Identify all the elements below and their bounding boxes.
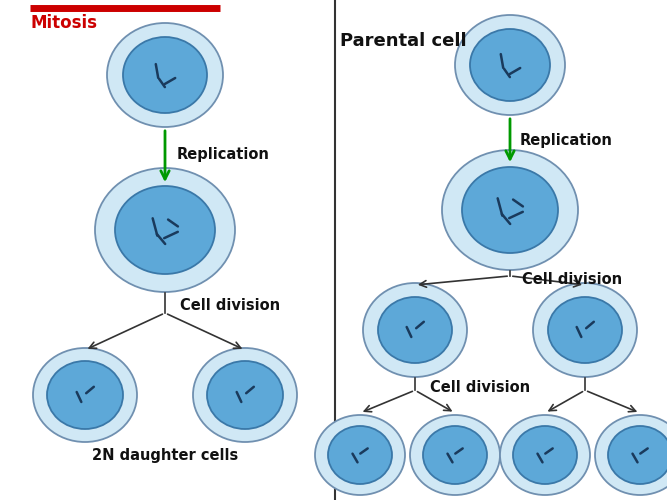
Ellipse shape <box>107 23 223 127</box>
Ellipse shape <box>500 415 590 495</box>
Ellipse shape <box>193 348 297 442</box>
Ellipse shape <box>608 426 667 484</box>
Ellipse shape <box>548 297 622 363</box>
Text: Cell division: Cell division <box>180 298 280 313</box>
Text: 2N daughter cells: 2N daughter cells <box>92 448 238 463</box>
Ellipse shape <box>513 426 577 484</box>
Ellipse shape <box>115 186 215 274</box>
Ellipse shape <box>315 415 405 495</box>
Ellipse shape <box>462 167 558 253</box>
Ellipse shape <box>410 415 500 495</box>
Ellipse shape <box>33 348 137 442</box>
Ellipse shape <box>442 150 578 270</box>
Ellipse shape <box>378 297 452 363</box>
Text: Cell division: Cell division <box>430 380 530 395</box>
Ellipse shape <box>363 283 467 377</box>
Ellipse shape <box>455 15 565 115</box>
Ellipse shape <box>95 168 235 292</box>
Text: Parental cell: Parental cell <box>340 32 467 50</box>
Text: Replication: Replication <box>520 133 613 148</box>
Ellipse shape <box>123 37 207 113</box>
Text: Cell division: Cell division <box>522 272 622 287</box>
Text: Mitosis: Mitosis <box>30 14 97 32</box>
Ellipse shape <box>47 361 123 429</box>
Ellipse shape <box>423 426 487 484</box>
Ellipse shape <box>470 29 550 101</box>
Ellipse shape <box>595 415 667 495</box>
Ellipse shape <box>533 283 637 377</box>
Text: Replication: Replication <box>177 147 270 162</box>
Ellipse shape <box>207 361 283 429</box>
Ellipse shape <box>328 426 392 484</box>
